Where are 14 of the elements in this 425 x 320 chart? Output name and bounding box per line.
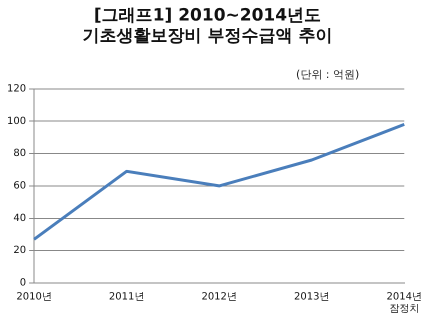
y-tick-label: 40 — [13, 212, 26, 224]
text: (단위 : 억원) — [296, 68, 360, 82]
chart-title: [그래프1] 2010~2014년도 기초생활보장비 부정수급액 추이 — [82, 6, 332, 46]
x-tick-label: 2012년 — [201, 292, 237, 303]
y-tick-label: 100 — [6, 116, 26, 127]
y-tick-label: 120 — [6, 83, 26, 94]
x-tick-label: 2013년 — [294, 292, 330, 303]
y-tick-label: 60 — [13, 180, 26, 192]
y-tick-label: 80 — [13, 148, 26, 160]
x-tick-label: 2011년 — [108, 292, 144, 303]
x-tick-label: 2014년 잠정치 — [386, 292, 422, 315]
x-tick-label: 2010년 — [16, 292, 52, 303]
y-tick-label: 0 — [20, 278, 26, 289]
y-tick-label: 20 — [13, 245, 26, 256]
